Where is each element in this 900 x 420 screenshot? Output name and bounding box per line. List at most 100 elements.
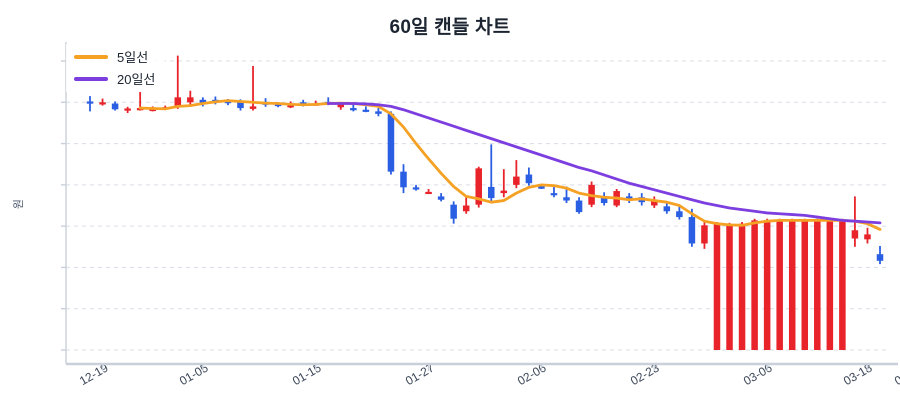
candle-body: [149, 108, 156, 112]
candle-body: [876, 254, 884, 261]
candle-body: [663, 206, 671, 212]
candle[interactable]: [751, 218, 758, 350]
candle-body: [99, 102, 106, 105]
candle-body: [513, 176, 520, 185]
candle-body: [350, 108, 357, 111]
legend-swatch-ma20: [74, 76, 108, 81]
candle[interactable]: [839, 218, 846, 350]
candle-body: [751, 220, 758, 350]
candle-body: [387, 113, 395, 172]
candle[interactable]: [738, 222, 746, 350]
candle-body: [600, 197, 608, 204]
candle-body: [462, 205, 470, 212]
candle-body: [274, 103, 282, 107]
candle[interactable]: [362, 106, 370, 113]
candle-body: [237, 101, 244, 109]
ma20-line: [326, 102, 882, 225]
candle-body: [412, 187, 420, 190]
candle[interactable]: [826, 218, 834, 350]
candle[interactable]: [187, 90, 194, 106]
candle-body: [437, 196, 445, 200]
candle-body: [124, 108, 131, 111]
candle-body: [488, 186, 495, 199]
candle[interactable]: [111, 101, 119, 111]
candle-body: [814, 220, 821, 350]
candle[interactable]: [876, 245, 884, 265]
candle-body: [86, 101, 94, 104]
candle[interactable]: [726, 222, 733, 350]
candle[interactable]: [462, 196, 470, 214]
candle[interactable]: [249, 65, 257, 111]
legend-item-ma20[interactable]: 20일선: [74, 70, 155, 87]
chart-legend: 5일선 20일선: [66, 44, 166, 92]
candle[interactable]: [350, 104, 357, 112]
candle[interactable]: [500, 169, 508, 198]
candle[interactable]: [600, 192, 608, 206]
candle[interactable]: [99, 98, 106, 106]
candle[interactable]: [788, 218, 796, 350]
candle-body: [763, 220, 771, 350]
ma5-line: [138, 99, 882, 231]
candle-body: [174, 97, 182, 108]
candle-body: [287, 105, 294, 108]
legend-label-ma20: 20일선: [117, 72, 156, 87]
legend-swatch-ma5: [74, 54, 108, 59]
candle-body: [651, 201, 658, 206]
candle-body: [525, 174, 533, 184]
candle-body: [550, 193, 558, 196]
candle[interactable]: [387, 111, 395, 175]
candle[interactable]: [375, 108, 382, 117]
page-title: 60일 캔들 차트: [389, 17, 511, 38]
candle-body: [425, 191, 432, 195]
candle[interactable]: [651, 196, 658, 208]
candle[interactable]: [776, 218, 783, 350]
candle[interactable]: [801, 218, 809, 350]
legend-label-ma5: 5일선: [117, 50, 149, 65]
candle-body: [776, 220, 783, 350]
candle[interactable]: [814, 218, 821, 350]
candle-body: [187, 97, 194, 103]
candle-body: [450, 204, 457, 219]
candle[interactable]: [475, 166, 482, 208]
candle[interactable]: [174, 55, 182, 109]
candle[interactable]: [437, 193, 445, 202]
candle[interactable]: [425, 188, 432, 195]
candle-body: [400, 171, 407, 188]
candle[interactable]: [513, 160, 520, 189]
candle[interactable]: [575, 197, 583, 214]
candle-body: [199, 99, 207, 104]
candle-body: [864, 234, 871, 240]
candle-body: [375, 111, 382, 114]
candle-body: [801, 220, 809, 350]
candle[interactable]: [676, 206, 683, 220]
candle-body: [249, 106, 257, 109]
candle[interactable]: [400, 164, 407, 194]
candle[interactable]: [525, 167, 533, 186]
candle-body: [788, 220, 796, 350]
candle[interactable]: [124, 106, 131, 114]
candle-body: [538, 186, 545, 189]
candle-body: [726, 224, 733, 350]
candle-body: [826, 220, 834, 350]
legend-item-ma5[interactable]: 5일선: [74, 48, 155, 65]
candle[interactable]: [701, 222, 708, 249]
candle-body: [224, 101, 232, 104]
candle-body: [563, 197, 570, 201]
candle-body: [337, 103, 345, 108]
candle-body: [575, 200, 583, 213]
candle-body: [839, 220, 846, 350]
candle[interactable]: [86, 96, 94, 112]
candle[interactable]: [713, 222, 721, 350]
candle-body: [676, 211, 683, 218]
candle-body: [500, 190, 508, 194]
candle[interactable]: [663, 202, 671, 214]
candle-body: [738, 223, 746, 350]
candle[interactable]: [864, 227, 871, 244]
candle-body: [475, 168, 482, 205]
candle[interactable]: [763, 218, 771, 350]
candle[interactable]: [412, 184, 420, 191]
candle[interactable]: [488, 144, 495, 202]
candle[interactable]: [450, 201, 457, 224]
